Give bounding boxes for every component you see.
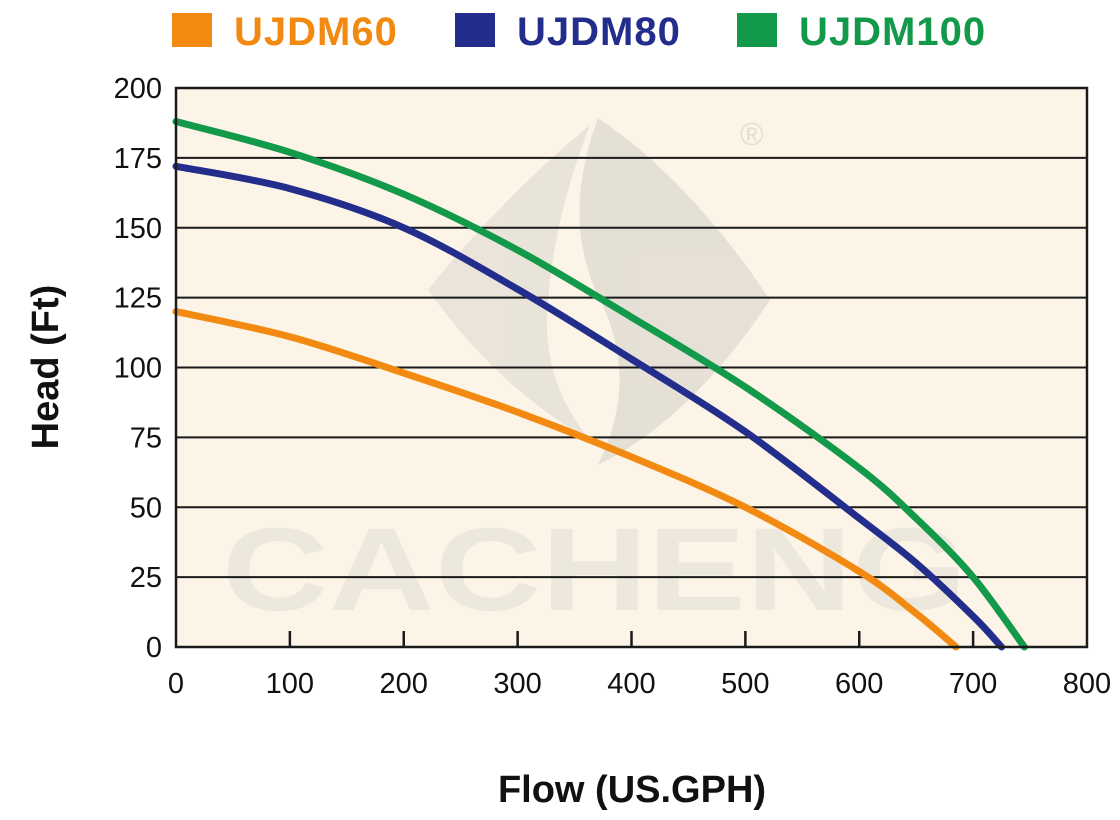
y-tick-label: 75	[130, 422, 162, 454]
series-line-ujdm60	[172, 308, 960, 651]
x-tick-label: 400	[607, 668, 655, 700]
x-tick-label: 700	[949, 668, 997, 700]
x-tick-label: 200	[380, 668, 428, 700]
y-axis-title: Head (Ft)	[25, 285, 67, 450]
x-axis-title: Flow (US.GPH)	[498, 769, 766, 811]
y-tick-label: 125	[114, 283, 162, 315]
watermark-brand-text: CACHENG	[222, 504, 967, 636]
legend-label-ujdm100: UJDM100	[799, 10, 986, 54]
series-lines	[172, 118, 1028, 651]
series-line-ujdm100	[172, 118, 1028, 651]
series-line-ujdm80	[172, 162, 1006, 651]
y-tick-label: 175	[114, 143, 162, 175]
x-tick-label: 800	[1063, 668, 1111, 700]
legend: UJDM60 UJDM80 UJDM100	[172, 10, 986, 54]
legend-swatch-ujdm80	[455, 13, 495, 47]
legend-label-ujdm60: UJDM60	[234, 10, 398, 54]
grid-lines	[176, 156, 1087, 579]
legend-label-ujdm80: UJDM80	[517, 10, 681, 54]
y-tick-label: 0	[146, 632, 162, 664]
x-axis-ticks: 0 100 200 300 400 500 600 700 800	[168, 631, 1111, 700]
x-tick-label: 300	[493, 668, 541, 700]
x-tick-label: 500	[721, 668, 769, 700]
y-tick-label: 100	[114, 353, 162, 385]
y-tick-label: 25	[130, 562, 162, 594]
y-tick-label: 200	[114, 73, 162, 105]
x-tick-label: 100	[266, 668, 314, 700]
watermark-registered-mark: ®	[740, 116, 764, 152]
x-tick-label: 0	[168, 668, 184, 700]
legend-swatch-ujdm60	[172, 13, 212, 47]
y-tick-label: 50	[130, 492, 162, 524]
watermark-emblem	[579, 118, 770, 465]
x-tick-label: 600	[835, 668, 883, 700]
legend-swatch-ujdm100	[737, 13, 777, 47]
y-tick-label: 150	[114, 213, 162, 245]
y-axis-ticks: 200 175 150 125 100 75 50 25 0	[114, 73, 162, 664]
